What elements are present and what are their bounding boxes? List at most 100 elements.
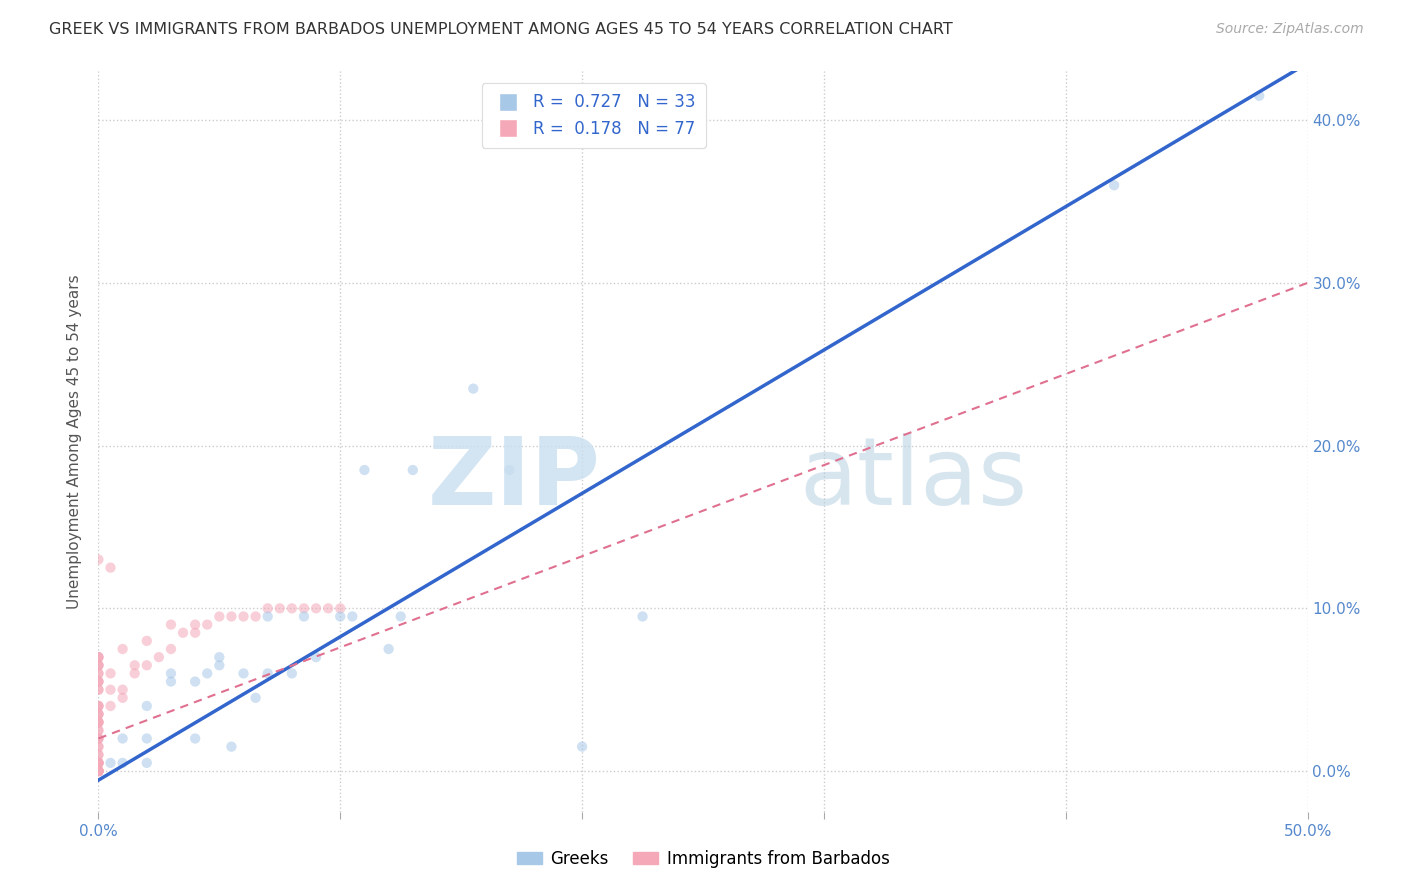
Point <box>87 764 110 778</box>
Point <box>87 731 110 746</box>
Point <box>111 642 134 657</box>
Point <box>111 690 134 705</box>
Point <box>87 739 110 754</box>
Point <box>87 756 110 770</box>
Point <box>87 764 110 778</box>
Point <box>111 731 134 746</box>
Point <box>160 666 183 681</box>
Point <box>135 756 157 770</box>
Point <box>100 666 122 681</box>
Point <box>148 650 170 665</box>
Point <box>377 642 399 657</box>
Point <box>87 715 110 730</box>
Point <box>87 764 110 778</box>
Point <box>631 609 654 624</box>
Point <box>87 764 110 778</box>
Point <box>135 658 157 673</box>
Point <box>87 756 110 770</box>
Point <box>269 601 291 615</box>
Point <box>208 650 231 665</box>
Point <box>87 666 110 681</box>
Legend: R =  0.727   N = 33, R =  0.178   N = 77: R = 0.727 N = 33, R = 0.178 N = 77 <box>482 83 706 148</box>
Legend: Greeks, Immigrants from Barbados: Greeks, Immigrants from Barbados <box>510 844 896 875</box>
Point <box>245 609 267 624</box>
Text: ZIP: ZIP <box>427 433 600 524</box>
Text: GREEK VS IMMIGRANTS FROM BARBADOS UNEMPLOYMENT AMONG AGES 45 TO 54 YEARS CORRELA: GREEK VS IMMIGRANTS FROM BARBADOS UNEMPL… <box>49 22 953 37</box>
Point <box>402 463 425 477</box>
Point <box>256 601 278 615</box>
Point <box>87 658 110 673</box>
Point <box>329 609 352 624</box>
Point <box>87 764 110 778</box>
Point <box>87 650 110 665</box>
Point <box>208 609 231 624</box>
Point <box>87 707 110 722</box>
Point <box>87 698 110 713</box>
Point <box>87 658 110 673</box>
Point <box>87 764 110 778</box>
Point <box>87 666 110 681</box>
Point <box>316 601 339 615</box>
Text: atlas: atlas <box>800 433 1028 524</box>
Text: Source: ZipAtlas.com: Source: ZipAtlas.com <box>1216 22 1364 37</box>
Point <box>184 617 207 632</box>
Point <box>87 747 110 762</box>
Point <box>208 658 231 673</box>
Point <box>498 463 520 477</box>
Point <box>172 625 194 640</box>
Point <box>135 698 157 713</box>
Point <box>160 617 183 632</box>
Point <box>87 715 110 730</box>
Point <box>232 609 254 624</box>
Point <box>87 723 110 738</box>
Point <box>87 658 110 673</box>
Point <box>87 707 110 722</box>
Point <box>256 609 278 624</box>
Point <box>195 617 218 632</box>
Point <box>232 666 254 681</box>
Point <box>87 747 110 762</box>
Point <box>111 682 134 697</box>
Point <box>305 650 328 665</box>
Point <box>124 666 146 681</box>
Point <box>342 609 364 624</box>
Point <box>160 642 183 657</box>
Point <box>87 674 110 689</box>
Point <box>100 756 122 770</box>
Point <box>292 601 315 615</box>
Point <box>111 756 134 770</box>
Point <box>1249 88 1271 103</box>
Point <box>87 731 110 746</box>
Point <box>1102 178 1125 193</box>
Point <box>100 682 122 697</box>
Point <box>100 698 122 713</box>
Point <box>87 756 110 770</box>
Point <box>305 601 328 615</box>
Point <box>281 601 304 615</box>
Point <box>221 739 243 754</box>
Point <box>281 666 304 681</box>
Point <box>135 731 157 746</box>
Point <box>353 463 375 477</box>
Point <box>87 739 110 754</box>
Point <box>87 756 110 770</box>
Point <box>87 764 110 778</box>
Point <box>87 731 110 746</box>
Point <box>292 609 315 624</box>
Point <box>329 601 352 615</box>
Point <box>256 666 278 681</box>
Point <box>245 690 267 705</box>
Point <box>571 739 593 754</box>
Y-axis label: Unemployment Among Ages 45 to 54 years: Unemployment Among Ages 45 to 54 years <box>67 274 83 609</box>
Point <box>184 625 207 640</box>
Point <box>124 658 146 673</box>
Point <box>87 650 110 665</box>
Point <box>463 382 485 396</box>
Point <box>87 552 110 566</box>
Point <box>87 764 110 778</box>
Point <box>87 682 110 697</box>
Point <box>87 715 110 730</box>
Point <box>135 633 157 648</box>
Point <box>87 674 110 689</box>
Point <box>87 764 110 778</box>
